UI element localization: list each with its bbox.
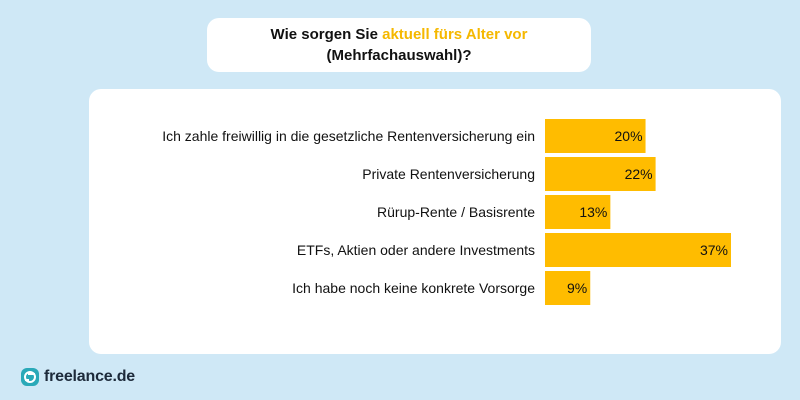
logo-text: freelance.de [44,368,135,385]
chart-title-line1: Wie sorgen Sie aktuell fürs Alter vor [207,24,591,45]
category-label: Rürup-Rente / Basisrente [377,204,535,220]
bar [545,271,591,305]
bar-value-label: 20% [615,128,643,144]
bar [545,119,646,153]
bar [545,195,611,229]
bar-value-label: 13% [579,204,607,220]
bar-value-label: 37% [700,242,728,258]
category-label: Private Rentenversicherung [362,166,535,182]
bar-value-label: 22% [625,166,653,182]
chart-card: Ich zahle freiwillig in die gesetzliche … [89,89,781,354]
bar-chart: Ich zahle freiwillig in die gesetzliche … [162,119,731,305]
freelance-logo-icon [21,368,39,386]
chart-title-line2: (Mehrfachauswahl)? [326,47,472,64]
category-label: Ich zahle freiwillig in die gesetzliche … [162,128,535,144]
bar [545,233,731,267]
title-part1: Wie sorgen Sie [270,26,383,43]
chart-title: Wie sorgen Sie aktuell fürs Alter vor (M… [207,18,591,72]
category-label: Ich habe noch keine konkrete Vorsorge [292,280,535,296]
category-label: ETFs, Aktien oder andere Investments [297,242,535,258]
title-accent: aktuell fürs Alter vor [382,26,528,43]
bar-value-label: 9% [567,280,587,296]
bar [545,157,656,191]
freelance-logo[interactable]: freelance.de [20,366,135,388]
